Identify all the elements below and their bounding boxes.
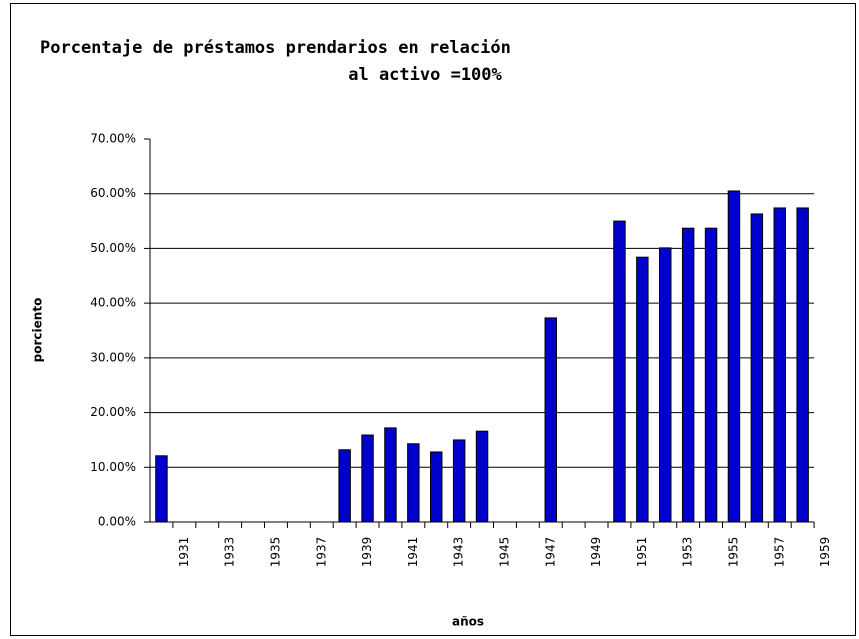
x-tick-label: 1943 xyxy=(452,537,466,568)
x-tick-label: 1941 xyxy=(406,537,420,568)
x-tick-label: 1953 xyxy=(681,537,695,568)
x-tick-label: 1945 xyxy=(497,537,511,568)
x-tick-label: 1935 xyxy=(268,537,282,568)
x-tick-label: 1937 xyxy=(314,537,328,568)
x-axis-label: años xyxy=(452,615,484,629)
y-axis-label: porciento xyxy=(31,298,45,363)
x-tick-label: 1959 xyxy=(818,537,832,568)
y-tick-label: 70.00% xyxy=(90,132,136,146)
bar xyxy=(430,451,443,523)
bar xyxy=(613,220,626,523)
x-tick-label: 1947 xyxy=(543,537,557,568)
bar xyxy=(704,227,718,523)
x-tick-label: 1939 xyxy=(360,537,374,568)
bar xyxy=(681,227,695,523)
bar xyxy=(407,443,420,523)
x-tick-label: 1957 xyxy=(772,537,786,568)
x-tick-label: 1949 xyxy=(589,537,603,568)
bar xyxy=(155,455,168,523)
bar xyxy=(796,207,809,523)
y-tick-label: 60.00% xyxy=(90,186,136,200)
bar xyxy=(452,439,466,523)
bar xyxy=(773,207,786,523)
y-tick-label: 20.00% xyxy=(90,405,136,419)
x-tick-label: 1955 xyxy=(726,537,740,568)
y-tick-label: 30.00% xyxy=(90,350,136,364)
y-tick-label: 40.00% xyxy=(90,296,136,310)
y-tick-label: 10.00% xyxy=(90,460,136,474)
y-tick-label: 0.00% xyxy=(98,515,136,529)
bar xyxy=(727,190,741,523)
bar xyxy=(544,317,557,523)
bar xyxy=(636,256,649,523)
bar xyxy=(475,430,489,523)
x-tick-label: 1931 xyxy=(177,537,191,568)
chart-title: Porcentaje de préstamos prendarios en re… xyxy=(40,38,511,58)
bar xyxy=(384,427,397,523)
x-tick-label: 1933 xyxy=(223,537,237,568)
bar xyxy=(750,213,764,523)
bar xyxy=(338,449,351,523)
chart-title: al activo =100% xyxy=(348,65,502,85)
bar xyxy=(659,247,672,523)
y-tick-label: 50.00% xyxy=(90,241,136,255)
x-tick-label: 1951 xyxy=(635,537,649,568)
bar xyxy=(361,434,374,523)
